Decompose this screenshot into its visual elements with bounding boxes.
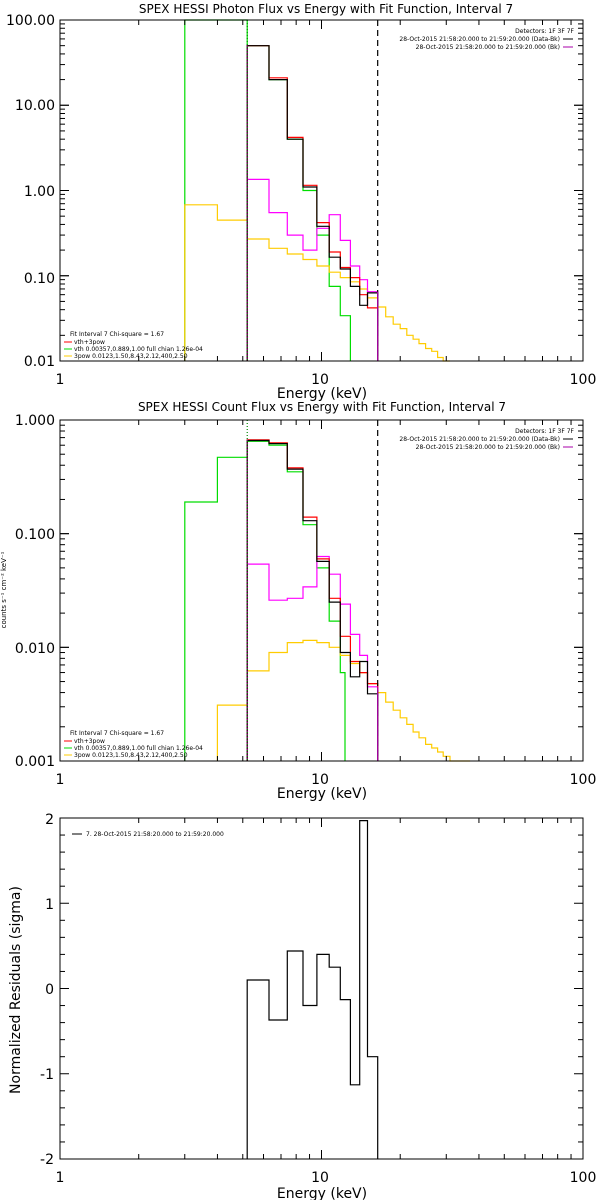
count-fit-legend-chi: Fit Interval 7 Chi-square = 1.67	[70, 730, 164, 737]
residuals-tick-layer	[59, 817, 584, 1160]
count-info-detectors: Detectors: 1F 3F 7F	[515, 428, 574, 435]
count-y-tick-label: 1.000	[15, 413, 55, 429]
photon-x-tick-label: 10	[311, 372, 329, 388]
photon-x-tick-label: 1	[56, 372, 65, 388]
photon-plot-frame	[59, 19, 584, 362]
photon-series-vth-3pow	[246, 45, 379, 361]
photon-fit-legend-vth: vth 0.00357,0.889,1.00 full chian 1.26e-…	[74, 346, 203, 353]
count-series-data	[246, 555, 379, 761]
residuals-x-axis-label: Energy (keV)	[277, 1186, 367, 1200]
residuals-legend-text: 7. 28-Oct-2015 21:58:20.000 to 21:59:20.…	[86, 831, 224, 838]
count-y-tick-label: 0.010	[15, 641, 55, 657]
residuals-y-axis-label: Normalized Residuals (sigma)	[8, 886, 24, 1094]
count-fit-legend-vth: vth 0.00357,0.889,1.00 full chian 1.26e-…	[74, 745, 203, 752]
count-series-3pow	[216, 639, 471, 762]
count-y-tick-label: 0.001	[15, 754, 55, 770]
residuals-y-tick-label: -1	[40, 1067, 54, 1083]
photon-y-tick-label: 100.00	[6, 13, 55, 29]
count-y-tick-label: 0.100	[15, 527, 55, 543]
photon-fit-legend-chi: Fit Interval 7 Chi-square = 1.67	[70, 331, 164, 338]
photon-y-tick-label: 10.00	[15, 98, 55, 114]
count-panel-title: SPEX HESSI Count Flux vs Energy with Fit…	[138, 400, 506, 414]
count-info-bk-interval: 28-Oct-2015 21:58:20.000 to 21:59:20.000…	[416, 444, 560, 451]
photon-series-data-total	[246, 45, 379, 361]
residuals-plot-frame	[59, 817, 584, 1160]
count-fit-legend-3pow: 3pow 0.0123,1.50,8.43,2.12,400,2.50	[74, 752, 188, 759]
photon-y-tick-label: 1.00	[24, 184, 55, 200]
residuals-x-tick-label: 1	[56, 1170, 65, 1186]
photon-x-axis-label: Energy (keV)	[277, 386, 367, 402]
residuals-y-tick-label: 0	[45, 982, 54, 998]
count-marker-layer	[246, 420, 379, 761]
residuals-series-layer	[246, 820, 379, 1159]
photon-info-bk-interval: 28-Oct-2015 21:58:20.000 to 21:59:20.000…	[416, 44, 560, 51]
residuals-x-tick-label: 10	[311, 1170, 329, 1186]
photon-info-data-interval: 28-Oct-2015 21:58:20.000 to 21:59:20.000…	[399, 36, 560, 43]
count-tick-layer	[59, 419, 584, 762]
count-x-tick-label: 10	[311, 772, 329, 788]
photon-series-data	[246, 178, 379, 361]
count-x-axis-label: Energy (keV)	[277, 786, 367, 802]
residuals-series-residuals	[246, 820, 379, 1159]
residuals-y-tick-label: 2	[45, 812, 54, 828]
count-x-tick-label: 100	[570, 772, 597, 788]
count-y-axis-label: counts s⁻¹ cm⁻² keV⁻¹	[0, 551, 8, 628]
photon-y-tick-label: 0.10	[24, 271, 55, 287]
photon-fit-legend-total: vth+3pow	[74, 339, 105, 346]
residuals-x-tick-label: 100	[570, 1170, 597, 1186]
count-x-tick-label: 1	[56, 772, 65, 788]
count-plot-frame	[59, 419, 584, 762]
photon-fit-legend-3pow: 3pow 0.0123,1.50,8.43,2.12,400,2.50	[74, 353, 188, 360]
photon-series-vth	[184, 19, 351, 361]
photon-info-detectors: Detectors: 1F 3F 7F	[515, 28, 574, 35]
photon-panel-title: SPEX HESSI Photon Flux vs Energy with Fi…	[139, 2, 513, 16]
photon-marker-layer	[246, 20, 379, 361]
count-series-vth-3pow	[246, 439, 379, 761]
count-series-layer	[184, 439, 471, 762]
photon-flux-panel: SPEX HESSI Photon Flux vs Energy with Fi…	[6, 2, 596, 402]
count-series-data-total	[246, 439, 379, 761]
count-series-vth	[184, 440, 346, 761]
photon-x-tick-label: 100	[570, 372, 597, 388]
residuals-panel: 1 10 100 -2 -1 0 1 2 Energy (keV) Normal…	[8, 812, 596, 1200]
count-info-data-interval: 28-Oct-2015 21:58:20.000 to 21:59:20.000…	[399, 436, 560, 443]
count-fit-legend-total: vth+3pow	[74, 738, 105, 745]
photon-tick-layer	[59, 19, 584, 362]
count-flux-panel: SPEX HESSI Count Flux vs Energy with Fit…	[0, 400, 596, 802]
residuals-y-tick-label: 1	[45, 897, 54, 913]
residuals-y-tick-label: -2	[40, 1152, 54, 1168]
photon-series-layer	[184, 19, 450, 362]
photon-y-tick-label: 0.01	[24, 354, 55, 370]
